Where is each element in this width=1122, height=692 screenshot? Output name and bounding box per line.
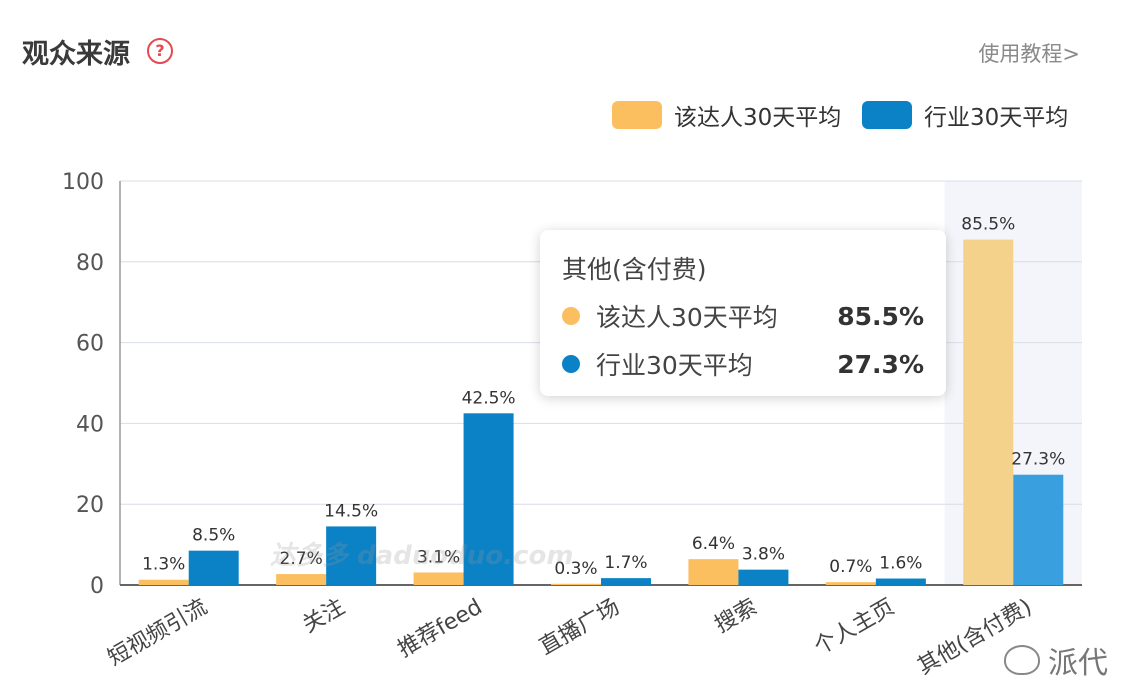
bar — [963, 239, 1014, 585]
y-tick-label: 60 — [76, 332, 104, 357]
bar-data-label: 3.8% — [742, 545, 785, 565]
bar-data-label: 1.7% — [604, 553, 647, 573]
bar-data-label: 27.3% — [1011, 450, 1065, 470]
bar-data-label: 8.5% — [192, 526, 235, 546]
tooltip-row-industry: 行业30天平均 27.3% — [562, 346, 924, 382]
bar-data-label: 6.4% — [692, 534, 735, 554]
bar-data-label: 0.3% — [554, 559, 597, 579]
tooltip-name-industry: 行业30天平均 — [596, 351, 753, 380]
weibo-watermark: 派代 — [1004, 638, 1108, 682]
legend-swatch-industry — [862, 101, 912, 129]
x-category-label: 搜索 — [711, 595, 762, 639]
y-tick-label: 80 — [76, 251, 104, 276]
legend-item-industry[interactable]: 行业30天平均 — [862, 98, 1068, 132]
bar — [551, 583, 601, 585]
bar — [188, 550, 239, 585]
bar-data-label: 2.7% — [280, 549, 323, 569]
bar-data-label: 1.3% — [142, 555, 185, 575]
bar-data-label: 1.6% — [879, 554, 922, 574]
chart-tooltip: 其他(含付费) 该达人30天平均 85.5% 行业30天平均 27.3% — [540, 230, 946, 396]
bar — [825, 582, 876, 585]
x-category-label: 短视频引流 — [104, 595, 212, 672]
bar-data-label: 0.7% — [829, 557, 872, 577]
legend-item-creator[interactable]: 该达人30天平均 — [612, 98, 841, 132]
help-icon[interactable]: ? — [147, 38, 173, 64]
bar — [875, 578, 926, 585]
legend-swatch-creator — [612, 101, 662, 129]
tooltip-dot-industry — [562, 355, 580, 373]
tooltip-dot-creator — [562, 307, 580, 325]
site-watermark: 达多多 daduoduo.com — [270, 541, 574, 571]
tooltip-value-creator: 85.5% — [837, 301, 924, 331]
bar — [326, 526, 377, 585]
y-tick-label: 0 — [90, 574, 104, 599]
page-title: 观众来源 — [22, 39, 130, 70]
bar-data-label: 14.5% — [324, 501, 378, 521]
x-category-label: 个人主页 — [810, 595, 899, 661]
tooltip-name-creator: 该达人30天平均 — [596, 303, 778, 332]
tooltip-row-creator: 该达人30天平均 85.5% — [562, 298, 924, 334]
tooltip-value-industry: 27.3% — [837, 349, 924, 379]
bar — [688, 559, 739, 585]
watermark-text: 派代 — [1048, 646, 1108, 681]
y-tick-label: 20 — [76, 493, 104, 518]
bar — [1013, 474, 1064, 585]
bar — [276, 574, 327, 585]
legend-label-industry: 行业30天平均 — [924, 105, 1069, 131]
y-tick-label: 100 — [62, 170, 104, 195]
tooltip-title: 其他(含付费) — [562, 255, 707, 284]
bar-data-label: 42.5% — [462, 388, 516, 408]
x-category-label: 直播广场 — [535, 595, 624, 661]
bar-data-label: 3.1% — [417, 547, 460, 567]
x-category-label: 推荐feed — [394, 595, 487, 663]
bar — [413, 572, 464, 585]
y-tick-label: 40 — [76, 412, 104, 437]
legend-label-creator: 该达人30天平均 — [674, 105, 842, 131]
tutorial-link[interactable]: 使用教程> — [978, 42, 1080, 66]
bar — [138, 579, 189, 585]
x-category-label: 关注 — [299, 595, 350, 639]
bar — [738, 569, 789, 585]
weibo-icon — [1004, 645, 1040, 675]
bar-data-label: 85.5% — [961, 215, 1015, 235]
bar — [463, 413, 514, 585]
bar — [601, 578, 651, 585]
